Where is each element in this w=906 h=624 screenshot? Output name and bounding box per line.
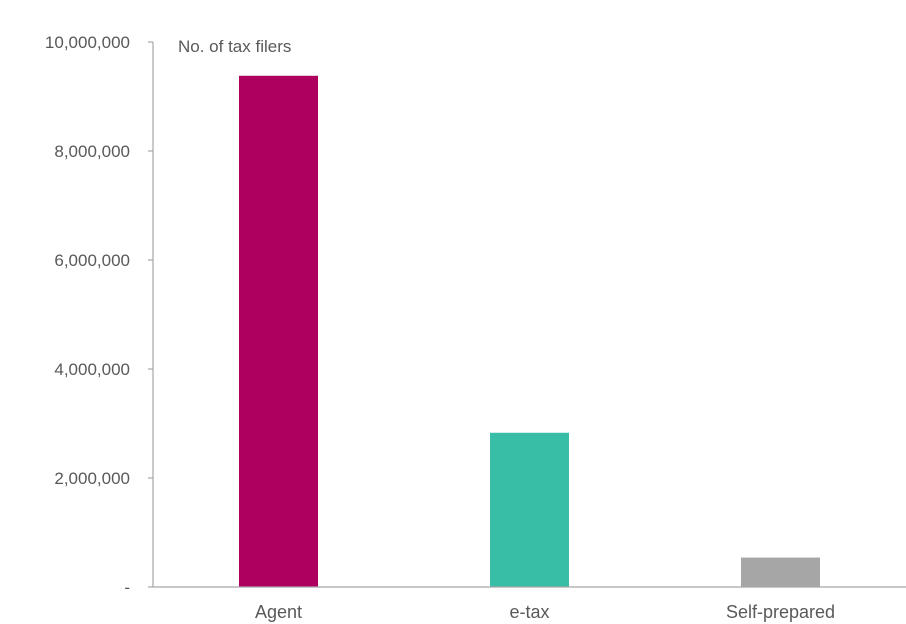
x-category-label: Agent (255, 602, 302, 622)
y-tick-label: 2,000,000 (54, 469, 130, 488)
y-ticks: - 2,000,000 4,000,000 6,000,000 8,000,000 10,… (45, 33, 153, 597)
y-tick-label: 6,000,000 (54, 251, 130, 270)
bars (239, 75, 820, 587)
y-axis: - 2,000,000 4,000,000 6,000,000 8,000,000 10,… (45, 33, 291, 597)
y-axis-title: No. of tax filers (178, 37, 291, 56)
bar-self-prepared (741, 557, 820, 587)
y-tick-label: 4,000,000 (54, 360, 130, 379)
x-axis: Agent e-tax Self-prepared (153, 586, 906, 622)
x-category-label: e-tax (509, 602, 549, 622)
bar-e-tax (490, 432, 569, 587)
y-tick-label: 10,000,000 (45, 33, 130, 52)
x-labels: Agent e-tax Self-prepared (255, 602, 835, 622)
y-tick-label: - (124, 578, 130, 597)
x-category-label: Self-prepared (726, 602, 835, 622)
bar-agent (239, 75, 318, 587)
y-tick-label: 8,000,000 (54, 142, 130, 161)
